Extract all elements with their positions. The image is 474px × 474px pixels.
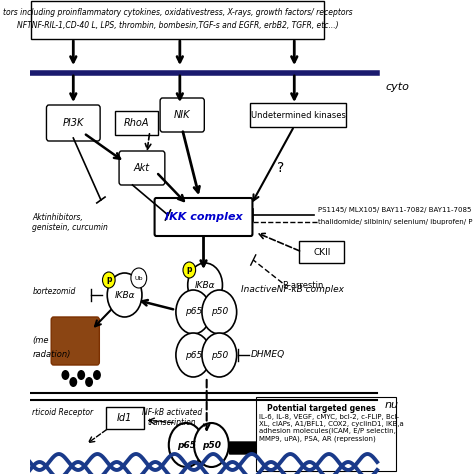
Circle shape [131, 268, 146, 288]
Text: Akt: Akt [134, 163, 150, 173]
Text: IKBα: IKBα [195, 281, 215, 290]
Circle shape [176, 333, 210, 377]
Text: rticoid Receptor: rticoid Receptor [32, 408, 93, 417]
Circle shape [176, 290, 210, 334]
Text: p50: p50 [210, 350, 228, 359]
Circle shape [93, 370, 101, 380]
Text: p65: p65 [185, 350, 202, 359]
FancyBboxPatch shape [160, 98, 204, 132]
FancyBboxPatch shape [51, 317, 100, 365]
FancyBboxPatch shape [300, 241, 345, 263]
Text: Potential targeted genes: Potential targeted genes [267, 404, 375, 413]
FancyBboxPatch shape [155, 198, 253, 236]
Text: Ub: Ub [135, 275, 143, 281]
Text: cyto: cyto [385, 82, 409, 92]
Text: NIK: NIK [174, 110, 191, 120]
Text: nu: nu [385, 400, 399, 410]
Circle shape [107, 273, 142, 317]
Text: radation): radation) [32, 350, 71, 359]
FancyBboxPatch shape [31, 1, 324, 39]
Circle shape [202, 290, 237, 334]
Text: InactiveNF-κB complex: InactiveNF-κB complex [241, 285, 345, 294]
Text: p65: p65 [177, 440, 196, 449]
FancyArrow shape [229, 438, 289, 458]
Text: CKII: CKII [313, 247, 330, 256]
Circle shape [169, 423, 203, 467]
Text: Aktinhibitors,
genistein, curcumin: Aktinhibitors, genistein, curcumin [32, 213, 108, 232]
Text: IKK complex: IKK complex [164, 212, 242, 222]
Circle shape [202, 333, 237, 377]
Text: Undetermined kinases: Undetermined kinases [251, 110, 346, 119]
Text: B-arrestin: B-arrestin [283, 281, 324, 290]
Text: p: p [106, 275, 111, 284]
Circle shape [183, 262, 196, 278]
Circle shape [188, 263, 222, 307]
Text: NFTNF-RIL-1,CD-40 L, LPS, thrombin, bombesin,TGF-s and EGFR, erbB2, TGFR, etc...: NFTNF-RIL-1,CD-40 L, LPS, thrombin, bomb… [17, 20, 338, 29]
Text: RhoA: RhoA [124, 118, 149, 128]
Text: IL-6, IL-8, VEGF, cMYC, bcl-2, c-FLIP, Bcl-
XL, cIAPs, A1/BFL1, COX2, cyclinD1, : IL-6, IL-8, VEGF, cMYC, bcl-2, c-FLIP, B… [259, 414, 403, 442]
Text: DHMEQ: DHMEQ [251, 350, 285, 359]
Circle shape [194, 423, 229, 467]
FancyBboxPatch shape [119, 151, 165, 185]
Text: bortezomid: bortezomid [32, 288, 76, 297]
Text: p: p [187, 265, 192, 274]
Text: p50: p50 [202, 440, 221, 449]
Circle shape [69, 377, 77, 387]
Text: PS1145/ MLX105/ BAY11-7082/ BAY11-7085: PS1145/ MLX105/ BAY11-7082/ BAY11-7085 [318, 207, 471, 213]
Text: tors including proinflammatory cytokines, oxidativestress, X-rays, growth factor: tors including proinflammatory cytokines… [3, 8, 352, 17]
Circle shape [85, 377, 93, 387]
Text: p50: p50 [210, 308, 228, 317]
Circle shape [102, 272, 115, 288]
Text: IKBα: IKBα [114, 291, 135, 300]
Text: NF-kB activated
transcription: NF-kB activated transcription [142, 408, 202, 428]
FancyBboxPatch shape [256, 397, 396, 471]
Circle shape [62, 370, 69, 380]
FancyBboxPatch shape [250, 103, 346, 127]
Circle shape [77, 370, 85, 380]
FancyBboxPatch shape [46, 105, 100, 141]
Text: (me: (me [32, 336, 49, 345]
Text: thalidomide/ silbinin/ selenium/ ibuprofen/ P: thalidomide/ silbinin/ selenium/ ibuprof… [318, 219, 473, 225]
Text: p65: p65 [185, 308, 202, 317]
Text: Id1: Id1 [117, 413, 132, 423]
FancyBboxPatch shape [115, 111, 158, 135]
FancyBboxPatch shape [106, 407, 144, 429]
Text: PI3K: PI3K [63, 118, 84, 128]
Text: ?: ? [277, 161, 284, 175]
